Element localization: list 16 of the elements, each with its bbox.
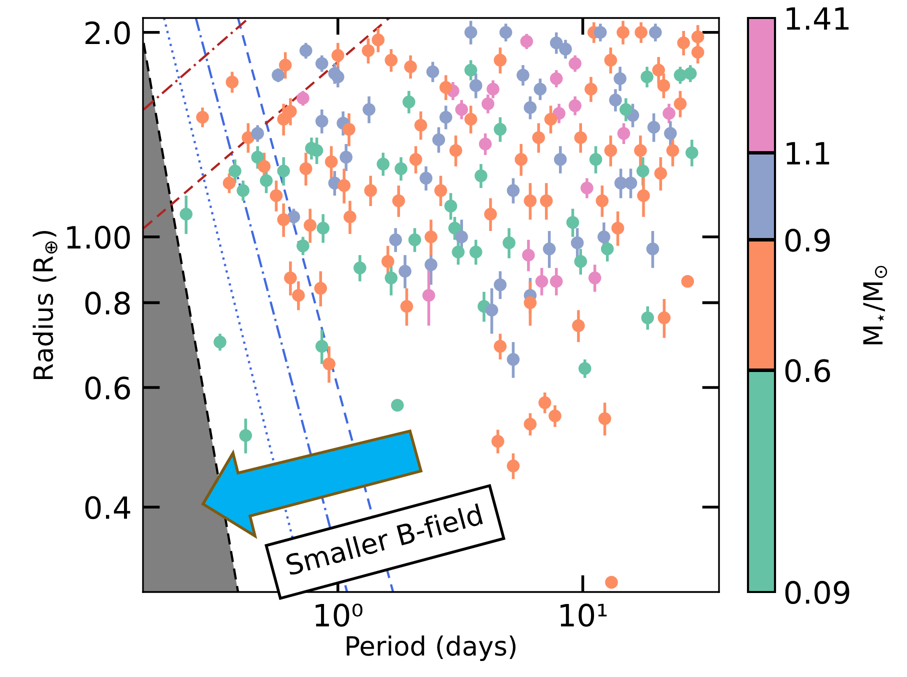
y-axis-title: Radius (R$_{⊕}$): [32, 230, 58, 379]
color-bar-title: M$_{⋆}$/M$_{⊙}$: [863, 266, 888, 344]
color-bar-label: 1.1: [786, 142, 830, 164]
x-tick-label: 10⁰: [316, 604, 362, 627]
color-bar-label: 0.09: [785, 580, 850, 604]
y-tick-label: 0.4: [85, 496, 130, 520]
y-tick-label: 2.0: [86, 21, 130, 44]
y-tick-label: 0.8: [85, 292, 130, 315]
color-bar-label: 0.9: [785, 228, 830, 252]
annotation: Smaller B-field: [285, 503, 483, 576]
color-bar-label: 1.41: [786, 7, 849, 30]
x-axis-title: Period (days): [346, 635, 516, 661]
color-bar-label: 0.6: [785, 359, 830, 382]
y-tick-label: 0.6: [85, 376, 130, 400]
x-tick-label: 10¹: [560, 604, 607, 627]
y-tick-label: 1.00: [67, 226, 130, 249]
